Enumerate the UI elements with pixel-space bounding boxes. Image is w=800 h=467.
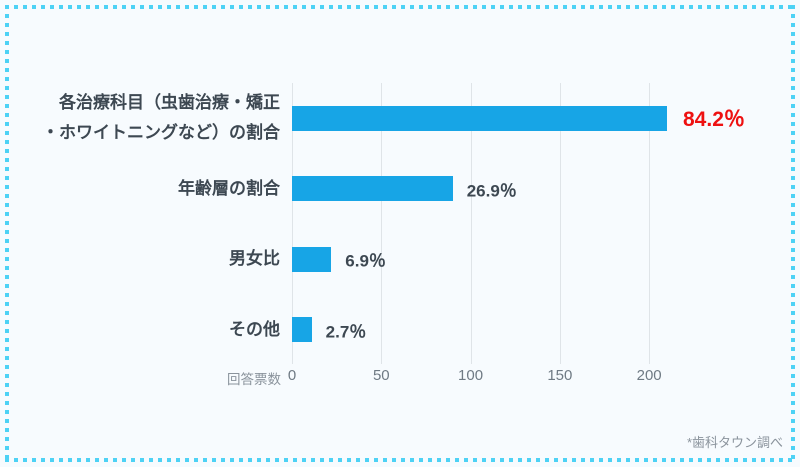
grid-line	[292, 83, 293, 364]
bar	[292, 317, 312, 343]
grid-line	[559, 83, 561, 364]
dotted-border-bottom	[5, 458, 795, 462]
value-label: 84.2％	[683, 108, 745, 131]
x-tick-label: 200	[636, 367, 662, 384]
x-tick-label: 50	[372, 367, 390, 384]
value-label: 26.9％	[466, 181, 517, 201]
x-tick-label: 100	[458, 367, 484, 384]
value-label: 6.9％	[345, 251, 386, 271]
category-label: 各治療科目（虫歯治療・矯正 ・ホワイトニングなど）の割合	[42, 93, 280, 142]
category-label: 男女比	[229, 249, 280, 269]
x-tick-label: 150	[547, 367, 573, 384]
category-label: その他	[229, 319, 280, 339]
bar	[292, 246, 332, 272]
bar	[292, 105, 667, 131]
bar	[292, 176, 453, 202]
category-label: 年齢層の割合	[178, 178, 280, 198]
value-label: 2.7％	[325, 322, 367, 342]
source-note: *歯科タウン調べ	[686, 435, 783, 450]
grid-line	[381, 83, 383, 364]
grid-line	[649, 83, 651, 364]
x-axis-label: 回答票数	[227, 372, 281, 387]
dotted-border-top	[5, 5, 795, 9]
dotted-border-left	[5, 5, 9, 462]
plot-area	[292, 83, 692, 364]
x-tick-label: 0	[287, 367, 297, 384]
dotted-border-right	[791, 5, 795, 462]
grid-line	[470, 83, 472, 364]
